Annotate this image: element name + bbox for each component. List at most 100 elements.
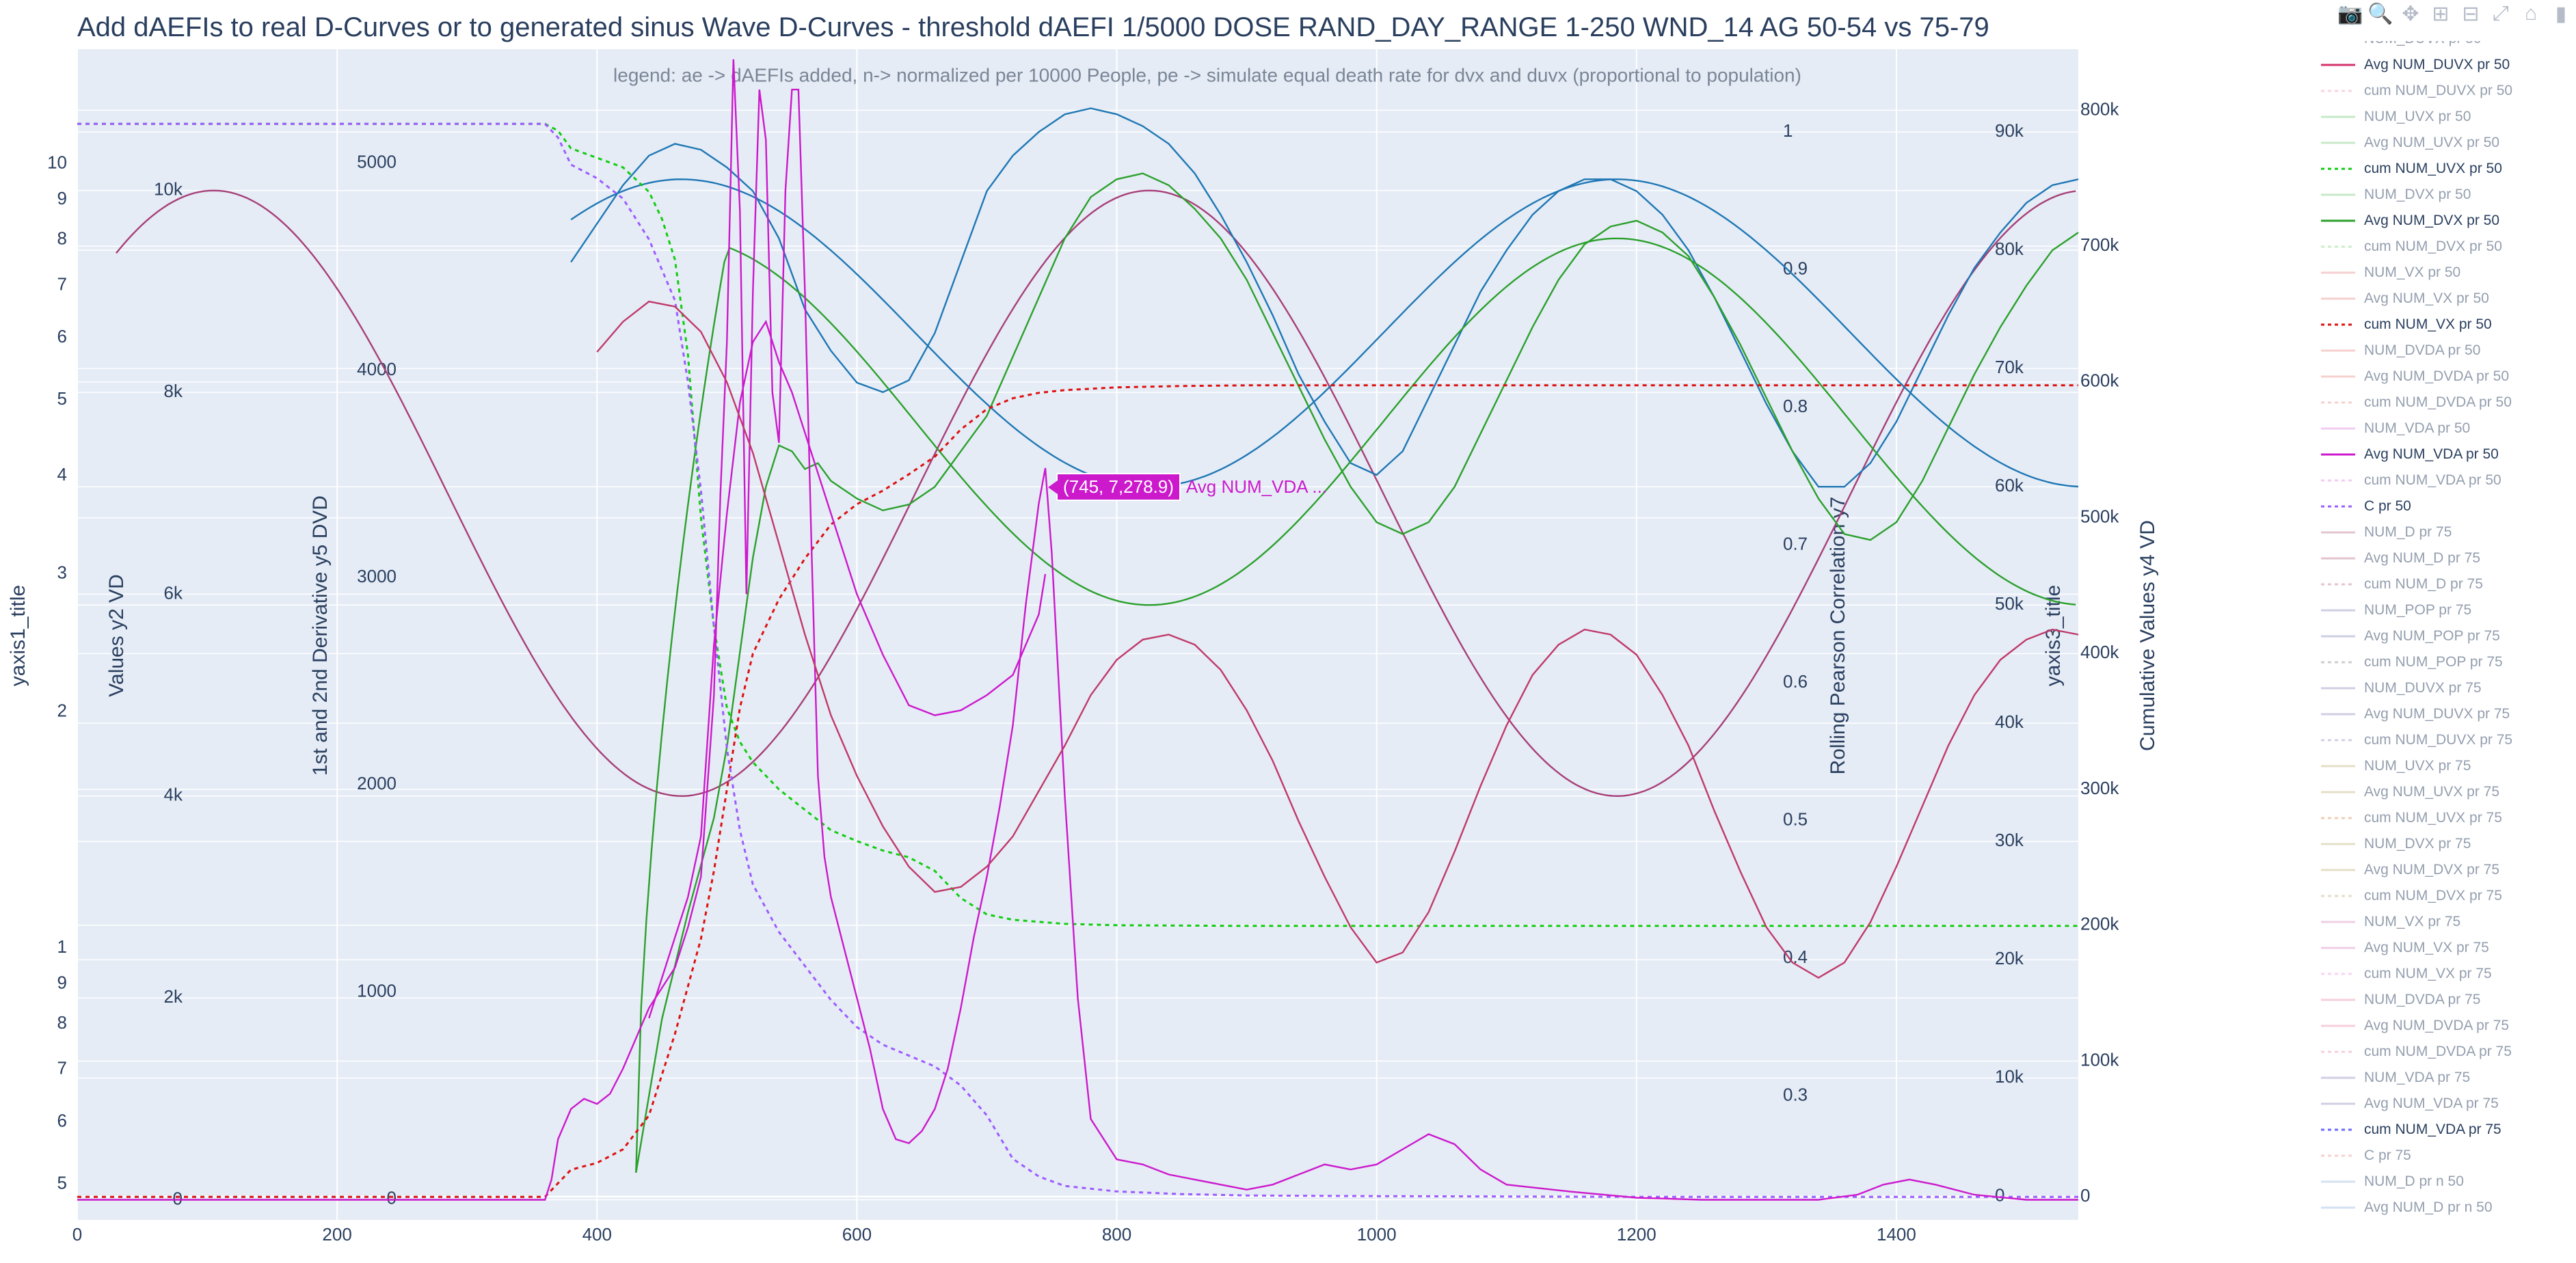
- legend-item[interactable]: NUM_POP pr 75: [2318, 597, 2471, 623]
- zoom-out-icon[interactable]: ⊟: [2462, 2, 2480, 25]
- legend-label: cum NUM_DVX pr 75: [2364, 888, 2502, 904]
- y2-tick-label: 6k: [164, 582, 183, 603]
- legend-swatch-icon: [2321, 297, 2355, 300]
- legend-item[interactable]: Avg NUM_VDA pr 75: [2318, 1091, 2499, 1117]
- legend-item[interactable]: cum NUM_DVDA pr 75: [2318, 1039, 2512, 1065]
- legend-item[interactable]: NUM_DVX pr 50: [2318, 182, 2471, 208]
- y1-tick-label: 5: [57, 388, 67, 409]
- legend-item[interactable]: Avg NUM_D pr n 50: [2318, 1195, 2493, 1221]
- y4-tick-label: 700k: [2080, 234, 2119, 255]
- legend-item[interactable]: cum NUM_UVX pr 50: [2318, 156, 2502, 182]
- legend-item[interactable]: cum NUM_UVX pr 75: [2318, 805, 2502, 831]
- legend-item[interactable]: cum NUM_VDA pr 75: [2318, 1117, 2501, 1143]
- legend-item[interactable]: Avg NUM_DVX pr 50: [2318, 208, 2499, 234]
- reset-axes-icon[interactable]: ⌂: [2524, 2, 2538, 25]
- legend-label: Avg NUM_UVX pr 75: [2364, 784, 2500, 800]
- x-tick-label: 1200: [1617, 1224, 1656, 1245]
- y7-axis-title: Rolling Pearson Correlation y7: [1827, 497, 1849, 775]
- legend-item[interactable]: NUM_UVX pr 75: [2318, 753, 2471, 779]
- y2-tick-label: 2k: [164, 986, 183, 1007]
- legend-item[interactable]: Avg NUM_UVX pr 50: [2318, 130, 2499, 156]
- x-tick-label: 200: [322, 1224, 351, 1245]
- pan-icon[interactable]: ✥: [2402, 2, 2419, 25]
- y3-tick-label: 70k: [1995, 357, 2024, 377]
- y4-tick-label: 400k: [2080, 642, 2119, 662]
- legend-swatch-icon: [2321, 1076, 2355, 1079]
- legend-item[interactable]: cum NUM_DVDA pr 50: [2318, 390, 2512, 416]
- legend-item[interactable]: cum NUM_POP pr 75: [2318, 649, 2503, 675]
- legend-item[interactable]: Avg NUM_D pr 75: [2318, 545, 2480, 571]
- legend-item[interactable]: NUM_VDA pr 75: [2318, 1065, 2470, 1091]
- hover-tooltip: (745, 7,278.9) Avg NUM_VDA ...: [1048, 473, 1327, 501]
- legend-item[interactable]: Avg NUM_VX pr 50: [2318, 286, 2489, 312]
- legend-item[interactable]: cum NUM_DUVX pr 50: [2318, 78, 2512, 104]
- legend-item[interactable]: NUM_VDA pr 50: [2318, 416, 2470, 442]
- legend-annotation: legend: ae -> dAEFIs added, n-> normaliz…: [613, 64, 1801, 85]
- legend-label: C pr 75: [2364, 1147, 2411, 1163]
- legend-item[interactable]: Avg NUM_UVX pr 75: [2318, 779, 2499, 805]
- y3-tick-label: 80k: [1995, 239, 2024, 259]
- legend-label: Avg NUM_DUVX pr 75: [2364, 706, 2510, 722]
- plot-area: [77, 49, 2078, 1220]
- legend-item[interactable]: cum NUM_DUVX pr 75: [2318, 727, 2512, 753]
- legend-label: cum NUM_VDA pr 75: [2364, 1122, 2501, 1137]
- zoom-in-icon[interactable]: ⊞: [2432, 2, 2450, 25]
- legend-item[interactable]: Avg NUM_DVDA pr 75: [2318, 1013, 2509, 1039]
- x-tick-label: 800: [1102, 1224, 1131, 1245]
- y3-tick-label: 90k: [1995, 120, 2024, 141]
- y1-tick-label: 6: [57, 326, 67, 347]
- legend-item[interactable]: Avg NUM_DUVX pr 75: [2318, 701, 2510, 727]
- legend-swatch-icon: [2321, 349, 2355, 352]
- legend-label: Avg NUM_DUVX pr 50: [2364, 57, 2510, 72]
- legend-label: NUM_DVX pr 50: [2364, 187, 2471, 202]
- legend-label: NUM_D pr n 50: [2364, 1173, 2464, 1189]
- legend-item[interactable]: NUM_UVX pr 50: [2318, 104, 2471, 130]
- legend-swatch-icon: [2321, 557, 2355, 560]
- legend-label: Avg NUM_DVX pr 75: [2364, 862, 2500, 878]
- legend-label: Avg NUM_VDA pr 75: [2364, 1096, 2499, 1111]
- legend-label: cum NUM_DVDA pr 50: [2364, 394, 2512, 410]
- legend-swatch-icon: [2321, 791, 2355, 793]
- legend-swatch-icon: [2321, 375, 2355, 378]
- legend-item[interactable]: Avg NUM_DUVX pr 50: [2318, 52, 2510, 78]
- legend-swatch-icon: [2321, 661, 2355, 664]
- legend-item[interactable]: NUM_DVX pr 75: [2318, 831, 2471, 857]
- y3-tick-label: 0: [1995, 1184, 2004, 1205]
- legend-item[interactable]: NUM_VX pr 50: [2318, 260, 2460, 286]
- legend-swatch-icon: [2321, 843, 2355, 845]
- legend-item[interactable]: Avg NUM_VDA pr 50: [2318, 442, 2499, 467]
- y1-tick-label: 3: [57, 562, 67, 583]
- series-line-avg-num-duvx-pr-50: [570, 178, 2079, 488]
- legend-item[interactable]: cum NUM_VX pr 50: [2318, 312, 2492, 338]
- legend-item[interactable]: cum NUM_D pr 75: [2318, 571, 2483, 597]
- y3-tick-label: 40k: [1995, 711, 2024, 732]
- legend-swatch-icon: [2321, 219, 2355, 222]
- y5-tick-label: 4000: [357, 359, 397, 379]
- legend-item[interactable]: cum NUM_DVX pr 75: [2318, 883, 2502, 909]
- legend-item[interactable]: NUM_D pr 75: [2318, 519, 2452, 545]
- legend-item[interactable]: C pr 75: [2318, 1143, 2411, 1169]
- legend-item[interactable]: NUM_DVDA pr 75: [2318, 987, 2480, 1013]
- legend-item[interactable]: Avg NUM_DVX pr 75: [2318, 857, 2499, 883]
- y3-tick-label: 60k: [1995, 475, 2024, 495]
- modebar: 📷 🔍 ✥ ⊞ ⊟ ⤢ ⌂ ▮: [2335, 0, 2576, 27]
- legend-item[interactable]: cum NUM_VX pr 75: [2318, 961, 2492, 987]
- plotly-logo-icon[interactable]: ▮: [2555, 2, 2567, 25]
- camera-icon[interactable]: 📷: [2337, 2, 2363, 25]
- legend-swatch-icon: [2321, 453, 2355, 456]
- legend-item[interactable]: Avg NUM_POP pr 75: [2318, 623, 2500, 649]
- legend-item[interactable]: NUM_DUVX pr 75: [2318, 675, 2482, 701]
- legend-item[interactable]: Avg NUM_DVDA pr 50: [2318, 364, 2509, 390]
- legend-item[interactable]: NUM_D pr n 50: [2318, 1169, 2464, 1195]
- legend-item[interactable]: NUM_DVDA pr 50: [2318, 338, 2480, 364]
- y7-tick-label: 1: [1783, 120, 1793, 141]
- legend-item[interactable]: C pr 50: [2318, 493, 2411, 519]
- legend-swatch-icon: [2321, 116, 2355, 118]
- legend-item[interactable]: Avg NUM_VX pr 75: [2318, 935, 2489, 961]
- legend-item[interactable]: cum NUM_VDA pr 50: [2318, 467, 2501, 493]
- zoom-icon[interactable]: 🔍: [2367, 2, 2393, 25]
- legend-item[interactable]: NUM_DUVX pr 50: [2318, 41, 2482, 52]
- legend-item[interactable]: cum NUM_DVX pr 50: [2318, 234, 2502, 260]
- autoscale-icon[interactable]: ⤢: [2493, 2, 2509, 25]
- legend-item[interactable]: NUM_VX pr 75: [2318, 909, 2460, 935]
